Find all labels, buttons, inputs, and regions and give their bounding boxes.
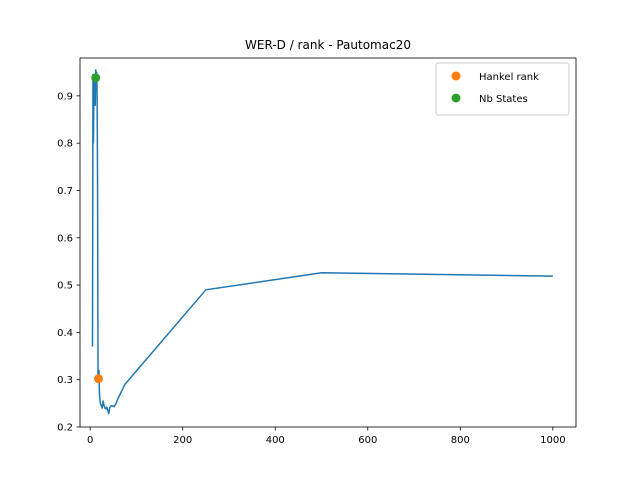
x-tick-label: 800 (451, 435, 470, 446)
y-tick-label: 0.5 (57, 281, 73, 292)
y-tick-label: 0.9 (57, 91, 73, 102)
legend-label-hankel-rank: Hankel rank (479, 72, 539, 83)
plot-area: 0 200 400 600 800 1000 0.2 0.3 0.4 0.5 0.6 0.7 0.8 0.… (57, 57, 577, 446)
legend-frame (435, 62, 570, 116)
y-tick-label: 0.2 (57, 423, 73, 434)
x-tick-label: 600 (358, 435, 377, 446)
y-tick-label: 0.8 (57, 139, 73, 150)
y-tick-label: 0.3 (57, 375, 73, 386)
legend-marker-hankel-rank (451, 71, 461, 81)
x-tick-label: 0 (87, 435, 93, 446)
chart-title: WER-D / rank - Pautomac20 (245, 38, 411, 52)
legend-marker-nb-states (451, 93, 461, 103)
series-line (91, 69, 553, 415)
hankel-rank-marker (94, 374, 104, 384)
y-tick-label: 0.4 (57, 328, 73, 339)
nb-states-marker (91, 73, 101, 83)
y-tick-label: 0.7 (57, 186, 73, 197)
y-tick-label: 0.6 (57, 233, 73, 244)
axes-frame (79, 57, 577, 428)
x-tick-label: 200 (173, 435, 192, 446)
x-tick-label: 1000 (540, 435, 565, 446)
legend: Hankel rank Nb States (435, 62, 570, 116)
x-tick-label: 400 (266, 435, 285, 446)
legend-label-nb-states: Nb States (479, 94, 528, 105)
